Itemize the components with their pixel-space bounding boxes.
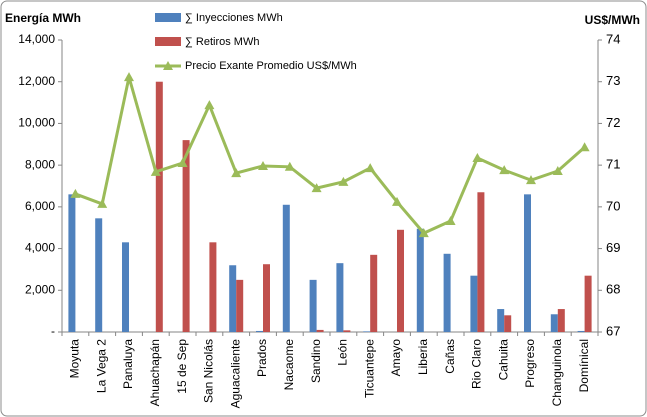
bar — [477, 192, 485, 332]
price-line — [74, 76, 586, 235]
x-tick-label: Changuinola — [550, 339, 564, 407]
x-tick-label: Progreso — [523, 339, 537, 388]
bar — [584, 275, 592, 332]
x-tick-label: Domínical — [577, 339, 591, 392]
y2-tick-label: 67 — [606, 323, 620, 338]
price-marker — [499, 165, 510, 175]
y2-axis-title: US$/MWh — [585, 13, 640, 27]
y-tick-label: 2,000 — [25, 282, 55, 296]
y-tick-label: 8,000 — [25, 157, 55, 171]
bar — [370, 254, 378, 332]
price-marker — [70, 188, 81, 198]
price-marker — [97, 198, 108, 208]
price-marker — [445, 216, 456, 226]
price-marker — [311, 183, 322, 193]
y2-tick-label: 68 — [606, 282, 620, 297]
bar — [309, 279, 317, 332]
x-tick-label: Rio Claro — [470, 339, 484, 389]
x-tick-label: Ticuantepe — [362, 339, 376, 398]
legend-label: ∑ Retiros MWh — [185, 36, 259, 48]
legend-swatch — [155, 13, 181, 22]
bar — [470, 275, 478, 332]
price-marker — [526, 175, 536, 185]
bar — [443, 253, 451, 332]
bar — [397, 229, 404, 332]
price-marker — [124, 72, 134, 82]
price-marker — [365, 163, 376, 173]
bar — [504, 315, 512, 332]
price-marker — [150, 166, 161, 176]
price-marker — [231, 168, 242, 178]
y-tick-label: 10,000 — [18, 116, 55, 130]
x-tick-label: Aguacaliente — [228, 339, 242, 409]
bar — [416, 228, 424, 332]
price-marker — [177, 158, 188, 168]
legend-label: Precio Exante Promedio US$/MWh — [185, 60, 357, 72]
x-tick-label: Amayo — [389, 339, 403, 377]
x-tick-label: Sandino — [309, 339, 323, 383]
bar — [263, 264, 270, 332]
bar — [229, 265, 237, 332]
price-marker — [338, 176, 349, 186]
price-marker — [418, 228, 429, 238]
x-tick-label: Prados — [255, 339, 269, 377]
bar — [95, 218, 103, 332]
bar — [209, 242, 217, 332]
x-tick-label: Liberia — [416, 339, 430, 375]
x-tick-label: La Vega 2 — [94, 339, 108, 393]
price-marker — [392, 196, 402, 206]
y2-tick-label: 71 — [606, 157, 620, 172]
bar — [524, 194, 531, 332]
bar — [336, 263, 344, 332]
bar — [68, 194, 76, 332]
bar — [155, 81, 163, 332]
y2-tick-label: 74 — [606, 31, 620, 46]
bar — [343, 330, 351, 332]
x-tick-label: Panaluya — [121, 339, 135, 389]
price-marker — [284, 161, 295, 171]
y-tick-label: 6,000 — [25, 199, 55, 213]
y2-tick-label: 73 — [606, 73, 620, 88]
price-marker — [552, 165, 563, 175]
bar — [236, 279, 244, 332]
y2-tick-label: 69 — [606, 240, 620, 255]
bar — [282, 204, 290, 332]
bar — [577, 330, 585, 332]
x-tick-label: 15 de Sep — [175, 339, 189, 394]
x-tick-label: Moyuta — [68, 339, 82, 379]
x-tick-label: Ahuachapán — [148, 339, 162, 406]
bar — [363, 331, 371, 332]
bar — [256, 330, 263, 332]
bar — [122, 242, 129, 332]
legend-label: ∑ Inyecciones MWh — [185, 12, 283, 24]
x-tick-label: Cahuita — [496, 339, 510, 381]
price-marker — [579, 142, 590, 152]
y2-tick-label: 72 — [606, 115, 620, 130]
price-marker — [472, 153, 483, 163]
y-axis-title: Energía MWh — [5, 11, 81, 25]
y-tick-label: 4,000 — [25, 241, 55, 255]
bar — [182, 140, 190, 332]
legend-swatch — [155, 37, 181, 46]
y-tick-label: - — [51, 324, 55, 338]
price-marker — [258, 160, 268, 170]
x-tick-label: León — [336, 339, 350, 366]
bar — [550, 314, 558, 332]
y-tick-label: 12,000 — [18, 74, 55, 88]
y-tick-label: 14,000 — [18, 32, 55, 46]
x-tick-label: Nacaome — [282, 339, 296, 391]
x-tick-label: Cañas — [443, 339, 457, 374]
bar — [316, 329, 324, 332]
price-marker — [204, 100, 215, 110]
bar — [497, 309, 505, 332]
y2-tick-label: 70 — [606, 198, 620, 213]
legend-swatch — [163, 61, 173, 70]
x-tick-label: San Nicolás — [202, 339, 216, 403]
bar — [557, 309, 565, 332]
